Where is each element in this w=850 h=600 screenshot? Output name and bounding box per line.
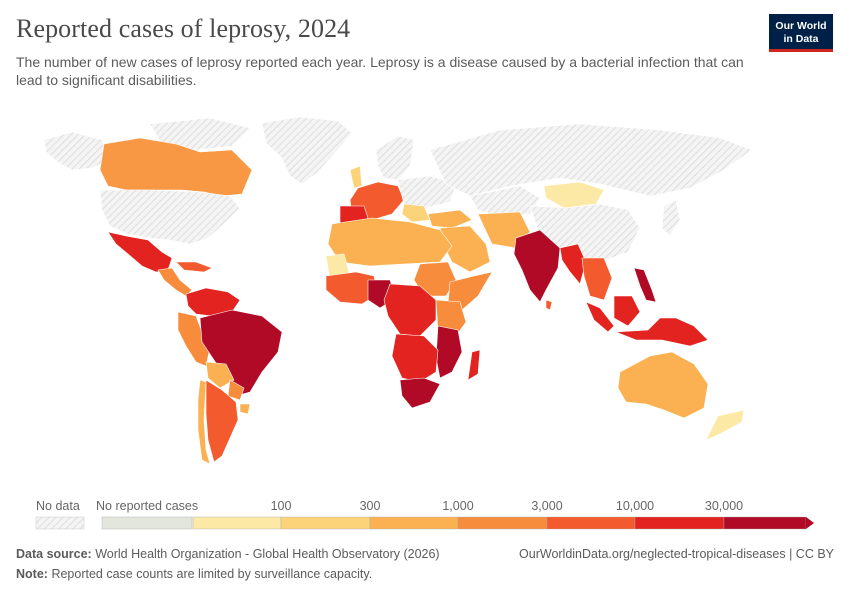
india-region[interactable] [513,229,561,303]
legend-tick-1000: 1,000 [442,499,473,513]
sumatra-region[interactable] [585,301,615,333]
scandinavia-region[interactable] [375,135,415,181]
legend-bin-3-swatch [457,516,548,530]
legend-tick-30000: 30,000 [705,499,743,513]
legend-no-data-swatch [35,516,85,530]
greenland-region[interactable] [261,116,353,185]
russia-region[interactable] [429,123,753,197]
canada-region[interactable] [99,137,253,197]
world-map[interactable] [0,108,850,488]
source-text[interactable]: World Health Organization - Global Healt… [95,547,440,561]
footer: Data source: World Health Organization -… [16,547,834,587]
chart-title: Reported cases of leprosy, 2024 [16,14,351,43]
central-america-region[interactable] [157,267,193,297]
legend-no-data-label: No data [36,499,80,513]
legend-no-cases-swatch [101,516,193,530]
legend-tick-10000: 10,000 [616,499,654,513]
legend-tick-100: 100 [271,499,292,513]
argentina-region[interactable] [205,379,239,463]
madagascar-region[interactable] [467,349,481,381]
legend-tick-3000: 3,000 [531,499,562,513]
caribbean-region[interactable] [175,261,213,273]
mongolia-region[interactable] [543,181,605,209]
uk-region[interactable] [349,165,363,189]
peru-region[interactable] [177,311,211,367]
turkey-region[interactable] [427,209,473,229]
usa-region[interactable] [99,189,241,245]
paraguay-region[interactable] [227,379,245,401]
new-zealand-region[interactable] [705,409,745,441]
sri-lanka-region[interactable] [545,299,553,311]
legend-bin-2-swatch [369,516,459,530]
philippines-region[interactable] [633,267,657,303]
central-asia-region[interactable] [469,185,541,217]
southern-africa-region[interactable] [391,333,439,383]
legend-arrow [806,517,814,529]
uruguay-region[interactable] [239,403,251,415]
brazil-region[interactable] [199,309,283,397]
myanmar-region[interactable] [559,243,587,285]
owid-logo[interactable]: Our World in Data [769,14,833,52]
logo-line-2: in Data [783,33,819,45]
note-label: Note: [16,567,48,581]
source-row: Data source: World Health Organization -… [16,547,834,567]
chart-subtitle: The number of new cases of leprosy repor… [16,54,744,88]
legend-tick-300: 300 [360,499,381,513]
sudan-region[interactable] [413,261,457,297]
legend-bin-4-swatch [546,516,636,530]
source-label: Data source: [16,547,92,561]
logo-line-1: Our World [775,20,827,32]
legend: No data No reported cases 100 300 1,000 … [35,499,814,530]
legend-bin-6-swatch [723,516,807,530]
note-row: Note: Reported case counts are limited b… [16,567,834,587]
australia-region[interactable] [617,351,709,419]
source-url[interactable]: OurWorldinData.org/neglected-tropical-di… [519,547,834,561]
legend-bin-0-swatch [192,516,282,530]
indonesia-east-region[interactable] [615,317,709,347]
chile-region[interactable] [197,379,211,465]
legend-no-cases-label: No reported cases [96,499,198,513]
south-africa-region[interactable] [399,377,441,409]
borneo-region[interactable] [613,295,641,327]
balkans-region[interactable] [401,203,431,223]
legend-bin-5-swatch [634,516,725,530]
mozambique-region[interactable] [435,325,463,379]
southeast-asia-region[interactable] [581,257,613,301]
japan-region[interactable] [661,199,681,237]
bolivia-region[interactable] [205,361,235,389]
legend-bin-1-swatch [280,516,371,530]
alaska-region[interactable] [43,131,109,171]
note-text: Reported case counts are limited by surv… [51,567,373,581]
